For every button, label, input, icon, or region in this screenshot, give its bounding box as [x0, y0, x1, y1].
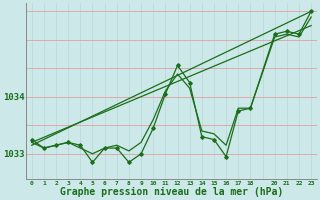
- X-axis label: Graphe pression niveau de la mer (hPa): Graphe pression niveau de la mer (hPa): [60, 187, 283, 197]
